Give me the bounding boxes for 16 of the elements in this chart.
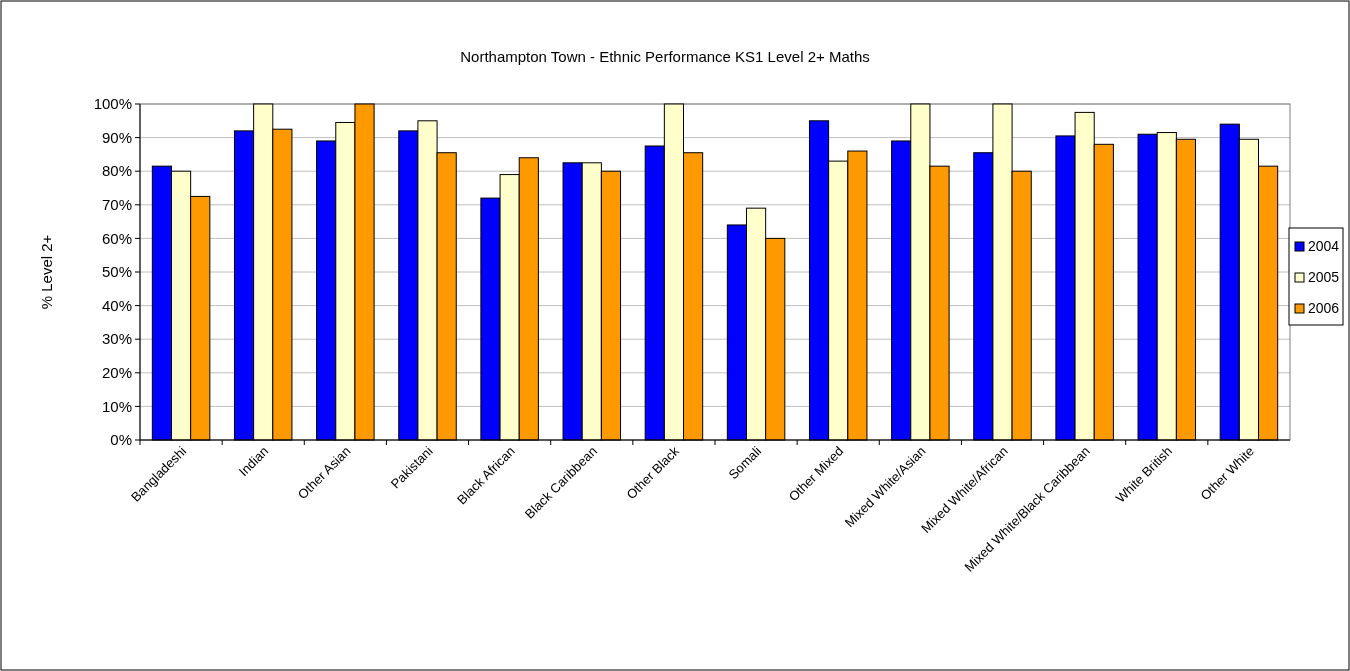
y-tick-label: 100% — [93, 95, 132, 113]
chart-title: Northampton Town - Ethnic Performance KS1 Level 2+ Maths — [460, 48, 870, 65]
y-tick-label: 40% — [101, 296, 132, 314]
y-tick-label: 60% — [101, 229, 132, 247]
y-axis-title: % Level 2+ — [38, 234, 55, 310]
y-tick-label: 20% — [101, 364, 132, 382]
y-tick-label: 30% — [101, 330, 132, 348]
y-tick-label: 0% — [110, 431, 132, 449]
y-tick-label: 90% — [101, 128, 132, 146]
legend-label: 2006 — [1308, 300, 1340, 316]
y-tick-label: 50% — [101, 263, 132, 281]
legend-label: 2005 — [1308, 269, 1340, 285]
y-tick-label: 10% — [101, 397, 132, 415]
y-tick-label: 80% — [101, 162, 132, 180]
y-tick-label: 70% — [101, 196, 132, 214]
legend-label: 2004 — [1308, 238, 1340, 254]
